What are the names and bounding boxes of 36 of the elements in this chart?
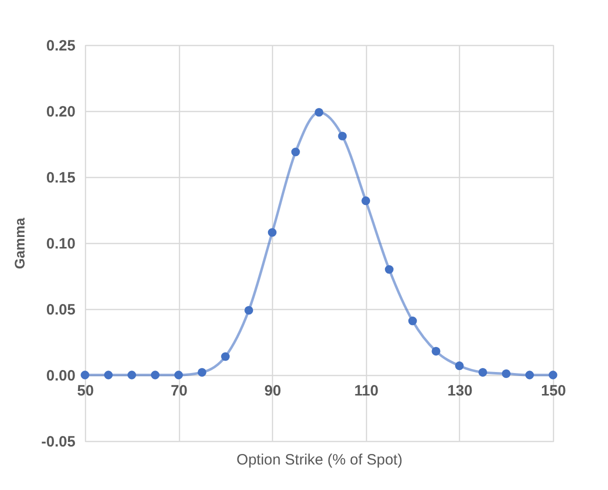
- point: [221, 352, 230, 361]
- y-tick-label: -0.05: [41, 434, 76, 450]
- y-tick-label: 0.25: [46, 38, 76, 54]
- point: [174, 370, 183, 380]
- x-tick-label: 90: [264, 382, 282, 400]
- y-tick-label: 0.20: [46, 104, 76, 120]
- point: [361, 196, 370, 206]
- y-tick-label: 0.10: [46, 236, 76, 252]
- point: [268, 228, 277, 237]
- point: [478, 368, 488, 377]
- x-tick-label: 110: [354, 382, 378, 400]
- point: [80, 370, 90, 380]
- point: [314, 108, 324, 117]
- point: [548, 370, 558, 380]
- y-tick-label: 0.00: [46, 368, 76, 384]
- point: [525, 370, 534, 380]
- point: [408, 316, 417, 326]
- point: [502, 369, 511, 378]
- x-tick-label: 70: [170, 382, 188, 400]
- point: [104, 370, 113, 380]
- point: [150, 370, 160, 380]
- point: [127, 370, 136, 380]
- point: [432, 346, 440, 356]
- point: [384, 265, 394, 274]
- y-axis-title: Gamma: [11, 218, 28, 270]
- point: [244, 306, 254, 315]
- point: [291, 148, 300, 156]
- x-tick-label: 50: [77, 382, 94, 400]
- x-axis-title: Option Strike (% of Spot): [236, 452, 402, 468]
- point: [338, 132, 347, 140]
- x-tick-label: 130: [447, 382, 472, 400]
- y-tick-label: 0.15: [46, 170, 76, 186]
- y-tick-label: 0.05: [46, 302, 76, 318]
- x-tick-label: 150: [540, 382, 566, 400]
- point: [198, 368, 206, 377]
- point: [455, 361, 464, 370]
